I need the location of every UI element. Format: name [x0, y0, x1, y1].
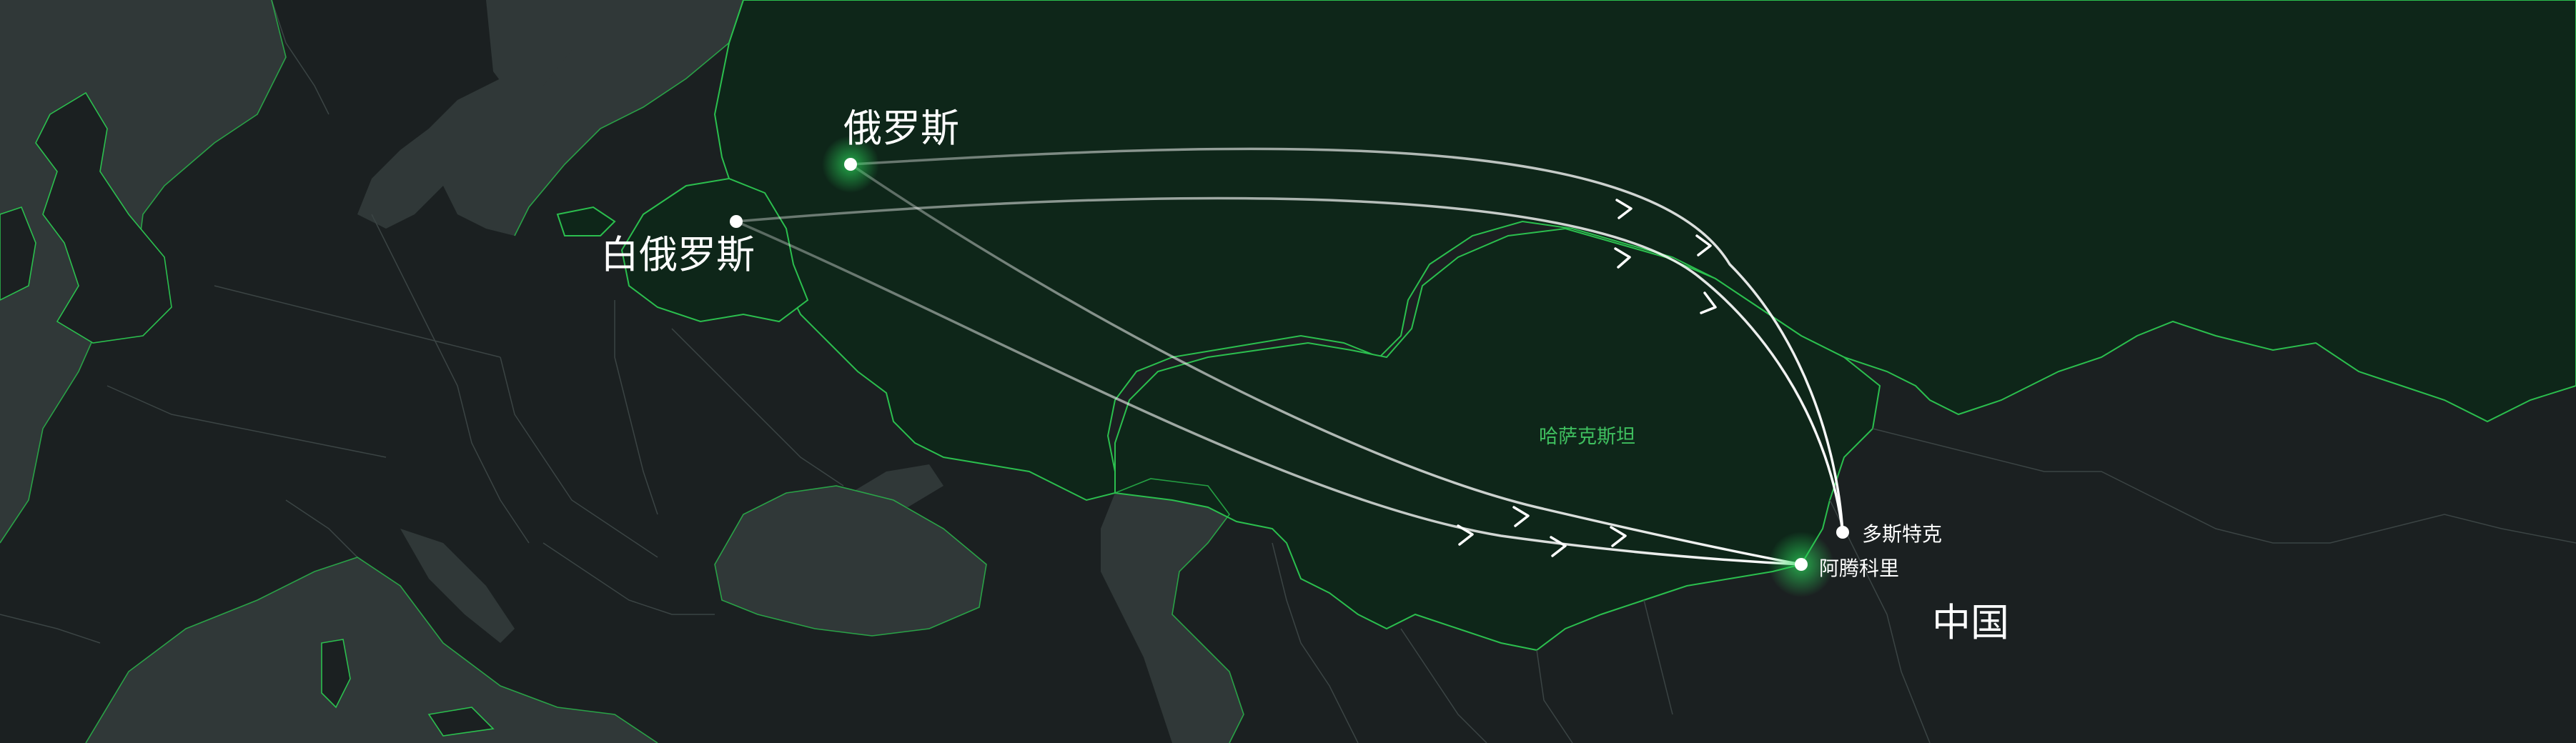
- route-arrows: [1457, 199, 1717, 557]
- island-sardinia: [321, 639, 351, 709]
- chevron-arrow-icon: [1700, 291, 1717, 314]
- island-sicily: [427, 707, 495, 737]
- sea-mediterranean: [86, 557, 658, 743]
- sea-azov: [851, 464, 943, 507]
- label-china: 中国: [1932, 600, 2009, 645]
- chevron-arrow-icon: [1457, 524, 1474, 546]
- chevron-arrow-icon: [1512, 506, 1530, 527]
- label-altynkol: 阿腾科里: [1819, 557, 1899, 580]
- routes: [735, 147, 1844, 566]
- label-dostyk: 多斯特克: [1862, 522, 1942, 546]
- route-belarus-dostyk[interactable]: [735, 196, 1844, 534]
- label-belarus: 白俄罗斯: [600, 232, 755, 277]
- chevron-arrow-icon: [1550, 536, 1567, 557]
- country-russia[interactable]: [713, 0, 2576, 502]
- route-russia-altynkol[interactable]: [849, 163, 1803, 566]
- route-belarus-altynkol[interactable]: [735, 220, 1803, 566]
- country-russia-kaliningrad: [556, 206, 616, 236]
- sea-black: [715, 486, 986, 636]
- label-russia: 俄罗斯: [843, 106, 959, 151]
- markers: [730, 136, 1849, 597]
- country-belarus[interactable]: [620, 177, 809, 323]
- dot-marker-icon[interactable]: [730, 215, 743, 228]
- dot-marker-icon[interactable]: [1836, 526, 1849, 539]
- sea-baltic: [357, 0, 743, 236]
- sea-adriatic: [400, 529, 515, 643]
- coastlines: [0, 0, 1244, 743]
- dot-marker-icon[interactable]: [844, 158, 857, 171]
- chevron-arrow-icon: [1615, 199, 1633, 219]
- sea-caspian: [1101, 479, 1244, 743]
- chevron-arrow-icon: [1614, 247, 1631, 269]
- dot-marker-icon[interactable]: [1795, 558, 1808, 571]
- chevron-arrow-icon: [1695, 234, 1712, 256]
- sea-bothnia: [486, 0, 593, 100]
- label-kazakhstan: 哈萨克斯坦: [1539, 426, 1635, 448]
- route-russia-dostyk[interactable]: [849, 147, 1844, 534]
- island-britain: [35, 91, 172, 344]
- island-ireland: [0, 206, 36, 301]
- chevron-arrow-icon: [1610, 526, 1627, 547]
